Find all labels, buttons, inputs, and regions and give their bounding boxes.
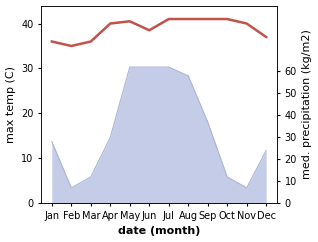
X-axis label: date (month): date (month)	[118, 227, 200, 236]
Y-axis label: med. precipitation (kg/m2): med. precipitation (kg/m2)	[302, 30, 313, 179]
Y-axis label: max temp (C): max temp (C)	[5, 66, 16, 143]
